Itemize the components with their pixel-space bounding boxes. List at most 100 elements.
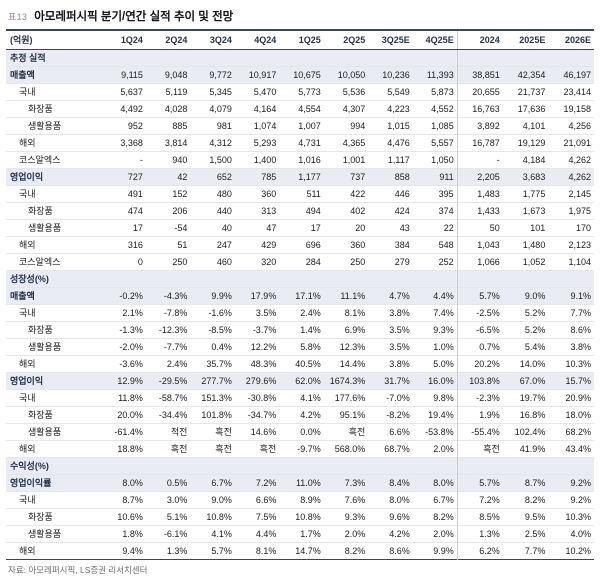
- row-label: 해외: [19, 545, 36, 556]
- cell: [323, 457, 369, 475]
- cell: 5,873: [431, 86, 454, 97]
- cell: 4,079: [209, 103, 232, 114]
- cell: [323, 49, 369, 67]
- cell: [412, 49, 458, 67]
- cell: 4,492: [120, 103, 143, 114]
- cell: 1,975: [568, 205, 591, 216]
- cell: 7.2%: [456, 491, 503, 509]
- cell: 17: [310, 222, 321, 233]
- row-label: 매출액: [6, 287, 102, 305]
- cell: [368, 457, 413, 475]
- cell: 494: [305, 205, 321, 216]
- cell: 40.5%: [295, 358, 321, 369]
- cell: [190, 49, 235, 67]
- cell: 12.9%: [101, 372, 146, 390]
- cell: 885: [172, 120, 188, 131]
- cell: 2.4%: [300, 307, 321, 318]
- row-label: 해외: [19, 443, 36, 454]
- cell: 1.3%: [166, 545, 188, 556]
- cell: 1,483: [456, 185, 503, 203]
- cell: 19,158: [563, 103, 591, 114]
- table-row: 화장품 20.0% -34.4% 101.8% -34.7% 4.2% 95.1% -8.2%…: [6, 406, 594, 424]
- table-row: 생활용품 -2.0% -7.7% 0.4% 12.2% 5.8% 12.3% 3.5% 1.0%…: [6, 338, 594, 356]
- cell: 1.3%: [456, 525, 503, 543]
- cell: 40: [221, 222, 232, 233]
- table-row: 해외 18.8% 흑전 흑전 흑전 -9.7% 568.0% 68.7% 2.0% 흑전 41.9%…: [6, 440, 594, 458]
- cell: 5,345: [209, 86, 232, 97]
- cell: 4,223: [387, 103, 410, 114]
- table-row: 국내 11.8% -58.7% 151.3% -30.8% 4.1% 177.6% -7.0%…: [6, 389, 594, 407]
- table-row: 해외 3,368 3,814 4,312 5,293 4,731 4,365 4,476 5,5…: [6, 134, 594, 152]
- cell: -34.4%: [158, 409, 188, 420]
- cell: 3.5%: [389, 324, 410, 335]
- cell: 480: [216, 188, 232, 199]
- column-header: 4Q24: [234, 30, 280, 50]
- cell: 8.0%: [101, 474, 146, 492]
- row-label: 추정 실적: [6, 49, 102, 67]
- cell: [456, 270, 503, 288]
- cell: 4.0%: [570, 528, 591, 539]
- cell: 250: [172, 256, 188, 267]
- row-label: 성장성(%): [6, 270, 102, 288]
- cell: 170: [575, 222, 591, 233]
- cell: 8.7%: [122, 494, 143, 505]
- cell: 67.0%: [502, 372, 549, 390]
- cell: 10.8%: [206, 511, 232, 522]
- table-row: 매출액 9,115 9,048 9,772 10,917 10,675 10,050 10,2…: [6, 66, 594, 84]
- cell: 940: [172, 154, 188, 165]
- cell: 9.9%: [190, 287, 235, 305]
- table-row: 추정 실적: [6, 49, 594, 67]
- cell: [412, 270, 458, 288]
- cell: 440: [216, 205, 232, 216]
- cell: -9.7%: [297, 443, 321, 454]
- cell: 5.7%: [211, 545, 232, 556]
- cell: 101.8%: [201, 409, 232, 420]
- cell: 5,536: [342, 86, 366, 97]
- cell: 2,145: [568, 188, 591, 199]
- cell: 102.4%: [514, 426, 546, 437]
- cell: 5,557: [431, 137, 454, 148]
- cell: 17.1%: [279, 287, 324, 305]
- cell: 20: [355, 222, 366, 233]
- table-row: 코스알엑스 0 250 460 320 284 250 279 252 1,066 1,052 1,1…: [6, 253, 594, 271]
- cell: 10.3%: [565, 511, 591, 522]
- cell: 2.1%: [122, 307, 143, 318]
- cell: 9.0%: [211, 494, 232, 505]
- cell: -58.7%: [158, 392, 188, 403]
- cell: 5.1%: [166, 511, 188, 522]
- cell: 5.7%: [456, 474, 503, 492]
- row-label: 영업이익: [6, 168, 102, 186]
- cell: 35.7%: [206, 358, 232, 369]
- cell: -: [139, 154, 143, 165]
- cell: 3,368: [120, 137, 143, 148]
- cell: 흑전: [456, 440, 503, 458]
- cell: 2,123: [568, 239, 591, 250]
- cell: 11.1%: [323, 287, 369, 305]
- cell: 727: [101, 168, 146, 186]
- table-row: 해외 316 51 247 429 696 360 384 548 1,043 1,480 2,123: [6, 236, 594, 254]
- row-label: 국내: [19, 494, 36, 505]
- cell: [548, 457, 594, 475]
- cell: 0: [137, 256, 143, 267]
- table-title: 아모레퍼시픽 분기/연간 실적 추이 및 전망: [34, 11, 234, 23]
- cell: 20.9%: [565, 392, 591, 403]
- cell: 19.7%: [519, 392, 546, 403]
- cell: -8.5%: [208, 324, 232, 335]
- cell: 4,262: [568, 154, 591, 165]
- cell: 10.3%: [565, 358, 591, 369]
- cell: 22: [443, 222, 454, 233]
- cell: 9.5%: [524, 511, 546, 522]
- cell: 0.7%: [456, 338, 503, 356]
- cell: [368, 49, 413, 67]
- cell: 1,775: [522, 188, 546, 199]
- cell: 6.9%: [344, 324, 366, 335]
- cell: 994: [350, 120, 366, 131]
- cell: -34.7%: [247, 409, 277, 420]
- cell: 1.8%: [122, 528, 143, 539]
- cell: -61.4%: [114, 426, 143, 437]
- table-row: 생활용품 17 -54 40 47 17 20 43 22 50 101 170: [6, 219, 594, 237]
- cell: [190, 270, 235, 288]
- cell: 4,164: [253, 103, 277, 114]
- cell: [323, 270, 369, 288]
- cell: [234, 49, 280, 67]
